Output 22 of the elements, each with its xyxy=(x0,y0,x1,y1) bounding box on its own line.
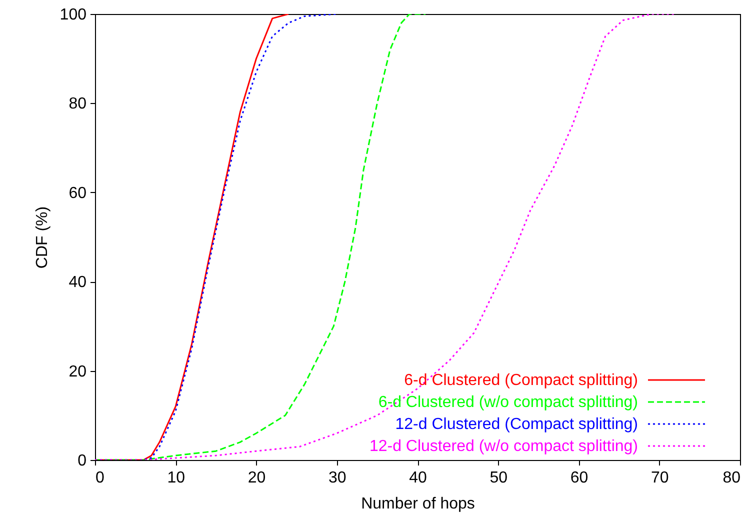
legend-label: 6-d Clustered (Compact splitting) xyxy=(404,372,638,389)
y-tick-label: 80 xyxy=(68,96,87,113)
legend-label: 12-d Clustered (w/o compact splitting) xyxy=(369,438,638,455)
legend-label: 6-d Clustered (w/o compact splitting) xyxy=(378,394,638,411)
x-tick-label: 0 xyxy=(96,470,104,486)
x-tick-label: 40 xyxy=(409,470,427,486)
x-tick-label: 20 xyxy=(248,470,266,486)
x-axis-title: Number of hops xyxy=(361,496,475,512)
line-series xyxy=(95,14,676,460)
y-tick-label: 20 xyxy=(68,363,87,380)
x-tick-label: 60 xyxy=(570,470,588,486)
y-axis-title: CDF (%) xyxy=(34,206,51,269)
x-tick-label: 50 xyxy=(490,470,508,486)
x-tick-label: 10 xyxy=(167,470,186,486)
y-tick-label: 60 xyxy=(68,184,87,202)
x-tick-label: 30 xyxy=(328,470,346,486)
y-tick-label: 40 xyxy=(68,274,87,292)
x-tick-label: 70 xyxy=(650,470,669,486)
x-tick-label: 80 xyxy=(722,470,741,486)
legend-label: 12-d Clustered (Compact splitting) xyxy=(395,416,638,433)
y-tick-label: 0 xyxy=(78,452,87,470)
y-tick-label: 100 xyxy=(60,6,87,24)
